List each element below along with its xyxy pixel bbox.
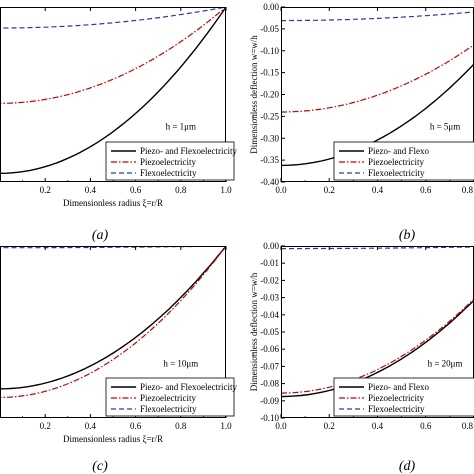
y-tick-label: 0.00 [263, 241, 279, 251]
x-tick-label: 0.8 [462, 421, 474, 431]
x-tick-label: 1.0 [220, 185, 232, 195]
y-tick-label: -0.01 [260, 258, 279, 268]
series-combined-line [0, 7, 226, 174]
x-tick-label: 0.4 [372, 421, 384, 431]
legend-entry: Piezo- and Flexo [368, 146, 429, 156]
curves-4 [281, 246, 474, 398]
y-tick-label: -0.15 [260, 68, 279, 78]
legend-box [105, 377, 235, 417]
panel-3: 0.2 0.4 0.6 0.8 1.0 Dimensionless radius ξ=r/… [0, 246, 237, 474]
panel-2: 0.0 0.2 0.4 0.6 0.8 0.00 -0.05 -0.10 -0.15 -0.20 -… [249, 2, 474, 243]
y-tick-label: -0.05 [260, 327, 279, 337]
panel-4: 0.0 0.2 0.4 0.6 0.8 0.00 -0.01 -0.02 -0.03 -0.04 -… [249, 241, 474, 474]
curves-1 [0, 7, 226, 174]
y-tick-label: -0.10 [260, 413, 279, 423]
y-tick-label: -0.07 [260, 361, 279, 371]
series-piezo-line [281, 298, 474, 394]
x-tick-label: 0.8 [175, 185, 187, 195]
x-tick-label: 0.6 [130, 421, 142, 431]
legend-entry: Flexoelectricity [368, 168, 425, 178]
y-tick-label: -0.09 [260, 396, 279, 406]
y-tick-label: -0.02 [260, 275, 279, 285]
y-tick-label: -0.03 [260, 293, 279, 303]
legend-entry: Piezoelectricity [368, 393, 424, 403]
x-tick-label: 0.4 [372, 185, 384, 195]
x-tick-label: 0.8 [175, 421, 187, 431]
y-tick-label: -0.35 [260, 155, 279, 165]
legend-entry: Piezo- and Flexoelectricity [140, 146, 237, 156]
x-axis-label: Dimensionless radius ξ=r/R [63, 434, 163, 444]
series-flexo-line [0, 7, 226, 29]
legend-entry: Piezoelectricity [140, 157, 196, 167]
x-tick-label: 0.0 [275, 185, 287, 195]
series-piezo-line [281, 44, 474, 113]
thickness-annotation: h = 10μm [163, 358, 198, 368]
curves-2 [281, 11, 474, 167]
legend-entry: Piezoelectricity [368, 157, 424, 167]
legend-box [105, 141, 235, 181]
series-flexo-line [281, 11, 474, 22]
panel-label: (b) [399, 228, 416, 243]
series-piezo-line [0, 7, 226, 104]
panel-label: (c) [92, 459, 108, 474]
x-tick-label: 0.6 [420, 421, 432, 431]
y-tick-label: -0.06 [260, 344, 279, 354]
y-axis-label: Dimensionless deflection w=w/h [249, 35, 259, 154]
curves-3 [0, 246, 226, 398]
x-tick-label: 0.2 [324, 185, 335, 195]
x-tick-label: 0.6 [420, 185, 432, 195]
legend-box [333, 377, 474, 417]
series-combined-line [0, 246, 226, 390]
y-axis-label: Dimensionless deflection w=w/h [249, 272, 259, 391]
x-tick-label: 0.4 [85, 185, 97, 195]
panel-label: (a) [92, 228, 109, 243]
x-axis-label: Dimensionless radius ξ=r/R [63, 198, 163, 208]
x-tick-label: 0.0 [275, 421, 287, 431]
thickness-annotation: h = 5μm [430, 122, 460, 132]
y-tick-label: -0.20 [260, 90, 279, 100]
legend-entry: Piezo- and Flexo [368, 382, 429, 392]
y-tick-label: -0.30 [260, 133, 279, 143]
legend-entry: Flexoelectricity [140, 404, 197, 414]
panel-1: 0.2 0.4 0.6 0.8 1.0 Dimensionless radius ξ=r/… [0, 7, 237, 243]
thickness-annotation: h = 20μm [428, 358, 463, 368]
x-tick-label: 0.2 [40, 185, 51, 195]
x-tick-label: 0.2 [324, 421, 335, 431]
x-tick-label: 0.4 [85, 421, 97, 431]
y-tick-label: 0.00 [263, 2, 279, 12]
legend-entry: Flexoelectricity [368, 404, 425, 414]
y-tick-label: -0.04 [260, 310, 279, 320]
legend-entry: Piezoelectricity [140, 393, 196, 403]
x-tick-label: 0.2 [40, 421, 51, 431]
series-combined-line [281, 299, 474, 398]
y-tick-label: -0.05 [260, 24, 279, 34]
y-tick-label: -0.25 [260, 111, 279, 121]
series-combined-line [281, 62, 474, 167]
series-piezo-line [0, 246, 226, 398]
y-tick-label: -0.40 [260, 177, 279, 187]
x-tick-label: 0.6 [130, 185, 142, 195]
legend-box [333, 141, 474, 181]
y-tick-label: -0.08 [260, 379, 279, 389]
legend-entry: Piezo- and Flexoelectricity [140, 382, 237, 392]
y-tick-label: -0.10 [260, 46, 279, 56]
series-flexo-line [281, 246, 474, 250]
legend-entry: Flexoelectricity [140, 168, 197, 178]
x-tick-label: 0.8 [462, 185, 474, 195]
panel-label: (d) [399, 459, 416, 474]
thickness-annotation: h = 1μm [166, 122, 196, 132]
x-tick-label: 1.0 [220, 421, 232, 431]
